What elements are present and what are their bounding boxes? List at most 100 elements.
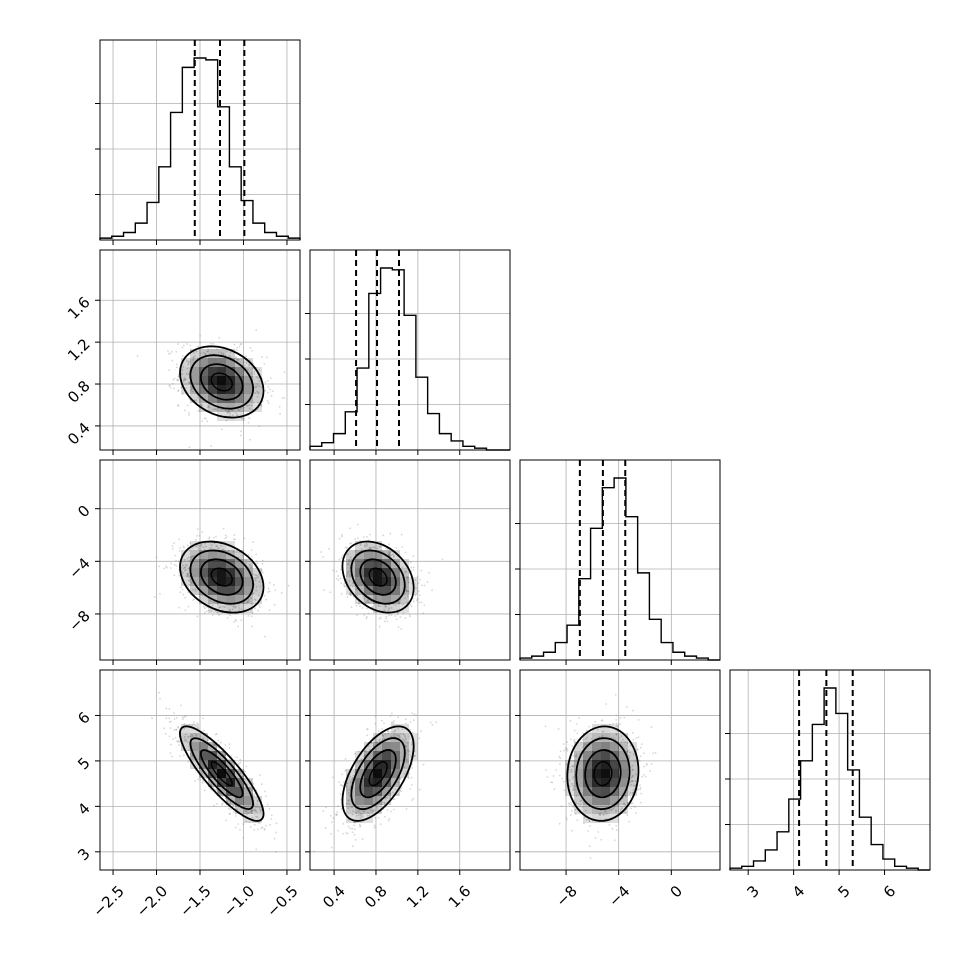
sample-point bbox=[196, 615, 199, 618]
density-cell bbox=[628, 760, 637, 769]
sample-point bbox=[177, 725, 180, 728]
contour-line bbox=[189, 737, 254, 810]
density-cell bbox=[346, 796, 355, 805]
density-cell bbox=[391, 724, 400, 733]
sample-point bbox=[188, 578, 191, 581]
sample-point bbox=[236, 808, 238, 811]
sample-point bbox=[257, 401, 259, 404]
sample-point bbox=[573, 729, 576, 732]
sample-point bbox=[565, 816, 568, 819]
sample-point bbox=[568, 803, 571, 806]
sample-point bbox=[195, 545, 198, 548]
sample-point bbox=[256, 828, 259, 831]
sample-point bbox=[604, 810, 607, 813]
sample-point bbox=[405, 575, 408, 578]
sample-point bbox=[364, 754, 367, 757]
sample-point bbox=[188, 549, 191, 552]
sample-point bbox=[571, 829, 573, 832]
sample-point bbox=[208, 609, 210, 612]
sample-point bbox=[253, 808, 256, 811]
sample-point bbox=[187, 363, 189, 366]
sample-point bbox=[384, 815, 386, 818]
sample-point bbox=[220, 353, 223, 356]
sample-point bbox=[191, 547, 194, 550]
density-cell bbox=[217, 541, 226, 550]
sample-point bbox=[177, 375, 180, 378]
density-cell bbox=[181, 559, 190, 568]
sample-point bbox=[240, 343, 243, 345]
sample-point bbox=[357, 810, 360, 813]
sample-point bbox=[384, 605, 387, 608]
sample-point bbox=[405, 586, 408, 589]
sample-point bbox=[605, 818, 608, 820]
sample-point bbox=[383, 722, 385, 725]
sample-point bbox=[177, 389, 180, 392]
sample-point bbox=[253, 823, 256, 826]
sample-point bbox=[188, 559, 191, 562]
sample-point bbox=[253, 828, 256, 831]
density-cell bbox=[592, 769, 601, 778]
sample-point bbox=[337, 575, 340, 577]
sample-point bbox=[186, 574, 189, 576]
sample-point bbox=[251, 809, 253, 812]
sample-point bbox=[184, 378, 187, 381]
sample-point bbox=[337, 579, 340, 582]
sample-point bbox=[367, 612, 370, 615]
sample-point bbox=[181, 346, 184, 349]
density-cell bbox=[199, 760, 208, 769]
sample-point bbox=[402, 612, 405, 615]
sample-point bbox=[255, 560, 258, 563]
pair-inner bbox=[310, 460, 510, 660]
sample-point bbox=[428, 571, 431, 574]
density-cell bbox=[217, 586, 226, 595]
sample-point bbox=[192, 599, 194, 602]
density-cell bbox=[181, 367, 190, 376]
sample-point bbox=[388, 543, 390, 546]
sample-point bbox=[394, 729, 396, 732]
density-cell bbox=[382, 559, 391, 568]
sample-point bbox=[248, 363, 251, 366]
density-cell bbox=[601, 769, 610, 778]
sample-point bbox=[405, 745, 408, 747]
density-cell bbox=[208, 349, 217, 358]
sample-point bbox=[594, 837, 597, 839]
sample-point bbox=[257, 594, 260, 597]
sample-point bbox=[255, 553, 257, 556]
density-cell bbox=[217, 550, 226, 559]
sample-point bbox=[245, 355, 247, 358]
sample-point bbox=[624, 795, 627, 798]
density-cell bbox=[382, 796, 391, 805]
sample-point bbox=[228, 609, 231, 612]
sample-point bbox=[381, 738, 384, 741]
sample-point bbox=[376, 741, 379, 743]
sample-point bbox=[405, 807, 408, 810]
sample-point bbox=[654, 751, 657, 754]
sample-point bbox=[168, 735, 171, 738]
sample-point bbox=[355, 815, 358, 817]
density-cell bbox=[601, 742, 610, 751]
sample-point bbox=[584, 738, 587, 741]
density-cell bbox=[628, 787, 637, 796]
sample-point bbox=[573, 738, 576, 741]
sample-point bbox=[349, 556, 352, 559]
sample-point bbox=[199, 352, 202, 355]
sample-point bbox=[267, 386, 270, 388]
sample-point bbox=[181, 718, 184, 721]
sample-point bbox=[411, 767, 414, 769]
sample-point bbox=[391, 712, 393, 715]
sample-point bbox=[168, 708, 171, 710]
sample-point bbox=[200, 404, 203, 407]
density-cell bbox=[601, 787, 610, 796]
density-cell bbox=[253, 814, 262, 823]
sample-point bbox=[233, 621, 236, 623]
sample-point bbox=[248, 821, 251, 823]
sample-point bbox=[250, 615, 253, 618]
sample-point bbox=[283, 371, 286, 374]
sample-point bbox=[605, 703, 608, 705]
sample-point bbox=[588, 725, 591, 728]
sample-point bbox=[243, 770, 245, 773]
sample-point bbox=[347, 563, 350, 566]
sample-point bbox=[349, 527, 352, 530]
sample-point bbox=[175, 728, 178, 731]
